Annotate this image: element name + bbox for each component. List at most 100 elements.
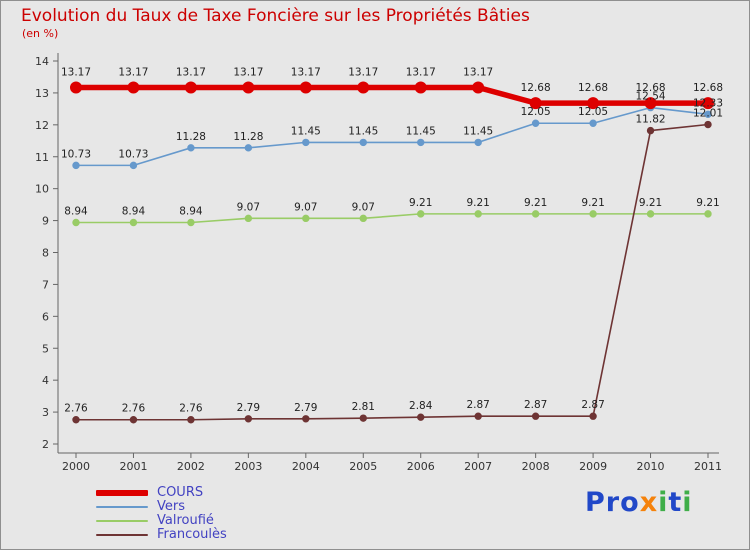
x-tick-label: 2006 (407, 460, 435, 473)
data-point-COURS (242, 81, 255, 94)
legend-swatch-Francoulès (96, 533, 148, 536)
logo-letter: P (585, 487, 606, 518)
data-point-COURS (587, 97, 600, 110)
data-point-COURS (702, 97, 714, 110)
logo-letter: t (668, 487, 683, 518)
point-label-Francoulès: 2.76 (179, 403, 203, 415)
data-point-Valroufié (359, 214, 367, 223)
y-tick-label: 13 (35, 87, 49, 100)
data-point-Vers (359, 138, 367, 147)
legend-swatch-COURS (96, 489, 148, 496)
point-label-Vers: 11.28 (176, 131, 206, 143)
legend-item-Valroufié: Valroufié (96, 513, 227, 528)
data-point-COURS (472, 81, 485, 94)
data-point-COURS (299, 81, 312, 94)
legend-item-Vers: Vers (96, 499, 227, 514)
legend: COURS Vers Valroufié Francoulès (96, 485, 227, 541)
chart-subtitle: (en %) (22, 27, 59, 40)
point-label-Valroufié: 9.21 (639, 197, 662, 209)
data-point-Vers (302, 138, 310, 147)
y-tick-label: 4 (42, 374, 49, 387)
data-point-Vers (72, 161, 80, 170)
data-point-Vers (704, 110, 712, 119)
point-label-Vers: 10.73 (118, 148, 148, 160)
data-point-Valroufié (129, 218, 138, 227)
series-line-COURS (73, 84, 711, 106)
point-label-Vers: 12.33 (693, 97, 723, 109)
point-label-COURS: 12.68 (693, 82, 723, 94)
point-label-Valroufié: 9.21 (409, 197, 432, 209)
point-label-Valroufié: 9.21 (466, 197, 489, 209)
data-point-Francoulès (474, 412, 482, 420)
point-label-Valroufié: 9.07 (237, 201, 260, 213)
point-label-Vers: 11.45 (291, 125, 321, 137)
point-label-Francoulès: 2.81 (352, 401, 375, 413)
x-tick-label: 2008 (522, 460, 550, 473)
data-point-Vers (187, 144, 195, 152)
data-point-Valroufié (302, 214, 310, 223)
data-point-COURS (644, 97, 657, 110)
y-tick-label: 10 (35, 183, 49, 196)
data-point-Vers (417, 138, 425, 147)
legend-label: COURS (157, 485, 204, 500)
point-label-Francoulès: 2.87 (524, 399, 547, 411)
series-line-Francoulès (75, 123, 709, 421)
data-point-Valroufié (474, 210, 482, 218)
data-point-Vers (589, 119, 597, 127)
data-point-Vers (474, 138, 482, 147)
y-tick-label: 8 (42, 247, 49, 260)
point-label-Vers: 12.05 (521, 106, 551, 118)
data-point-Valroufié (417, 210, 425, 218)
point-label-Valroufié: 9.21 (696, 197, 719, 209)
y-tick-label: 9 (42, 215, 49, 228)
data-point-COURS (184, 81, 197, 94)
point-label-Valroufié: 8.94 (179, 205, 203, 217)
point-label-Valroufié: 9.07 (352, 201, 375, 213)
legend-label: Valroufié (157, 513, 214, 528)
legend-swatch-Vers (96, 505, 148, 508)
x-tick-label: 2003 (234, 460, 262, 473)
y-tick-label: 6 (42, 310, 49, 323)
point-label-COURS: 12.68 (521, 82, 551, 94)
data-point-COURS (414, 81, 427, 94)
point-label-Valroufié: 9.21 (524, 197, 547, 209)
data-point-Francoulès (646, 126, 655, 135)
legend-label: Vers (157, 499, 185, 514)
data-point-Francoulès (531, 412, 540, 420)
legend-swatch-Valroufié (96, 519, 148, 522)
logo-letter: x (639, 487, 659, 518)
x-tick-label: 2011 (694, 460, 722, 473)
y-tick-label: 7 (42, 278, 49, 291)
x-tick-label: 2007 (464, 460, 492, 473)
point-label-Vers: 11.45 (406, 125, 436, 137)
data-point-Francoulès (417, 413, 425, 421)
point-label-Vers: 12.05 (578, 106, 608, 118)
legend-item-Francoulès: Francoulès (96, 528, 227, 541)
point-label-COURS: 12.68 (578, 82, 608, 94)
data-point-Vers (129, 161, 138, 170)
data-point-COURS (127, 81, 140, 94)
series-line-Vers (75, 106, 709, 167)
y-tick-label: 11 (35, 151, 49, 164)
point-label-Vers: 11.45 (348, 125, 378, 137)
data-point-Valroufié (72, 218, 80, 227)
data-point-Francoulès (302, 415, 310, 423)
proxiti-logo[interactable]: Proxiti (585, 487, 693, 518)
point-label-Valroufié: 9.21 (581, 197, 604, 209)
chart-title: Evolution du Taux de Taxe Foncière sur l… (21, 6, 530, 26)
x-tick-label: 2004 (292, 460, 320, 473)
point-label-Francoulès: 2.79 (294, 402, 317, 414)
point-label-Francoulès: 2.76 (64, 403, 88, 415)
legend-item-COURS: COURS (96, 485, 227, 500)
data-point-Valroufié (646, 210, 655, 218)
point-label-COURS: 13.17 (118, 66, 148, 78)
point-label-COURS: 13.17 (463, 66, 493, 78)
point-label-Francoulès: 2.87 (581, 399, 604, 411)
data-point-Francoulès (244, 415, 253, 423)
data-point-Valroufié (704, 210, 712, 218)
x-tick-label: 2002 (177, 460, 205, 473)
point-label-Francoulès: 2.84 (409, 400, 433, 412)
logo-letter: o (620, 487, 640, 518)
point-label-Valroufié: 9.07 (294, 201, 317, 213)
data-point-Vers (531, 119, 540, 127)
